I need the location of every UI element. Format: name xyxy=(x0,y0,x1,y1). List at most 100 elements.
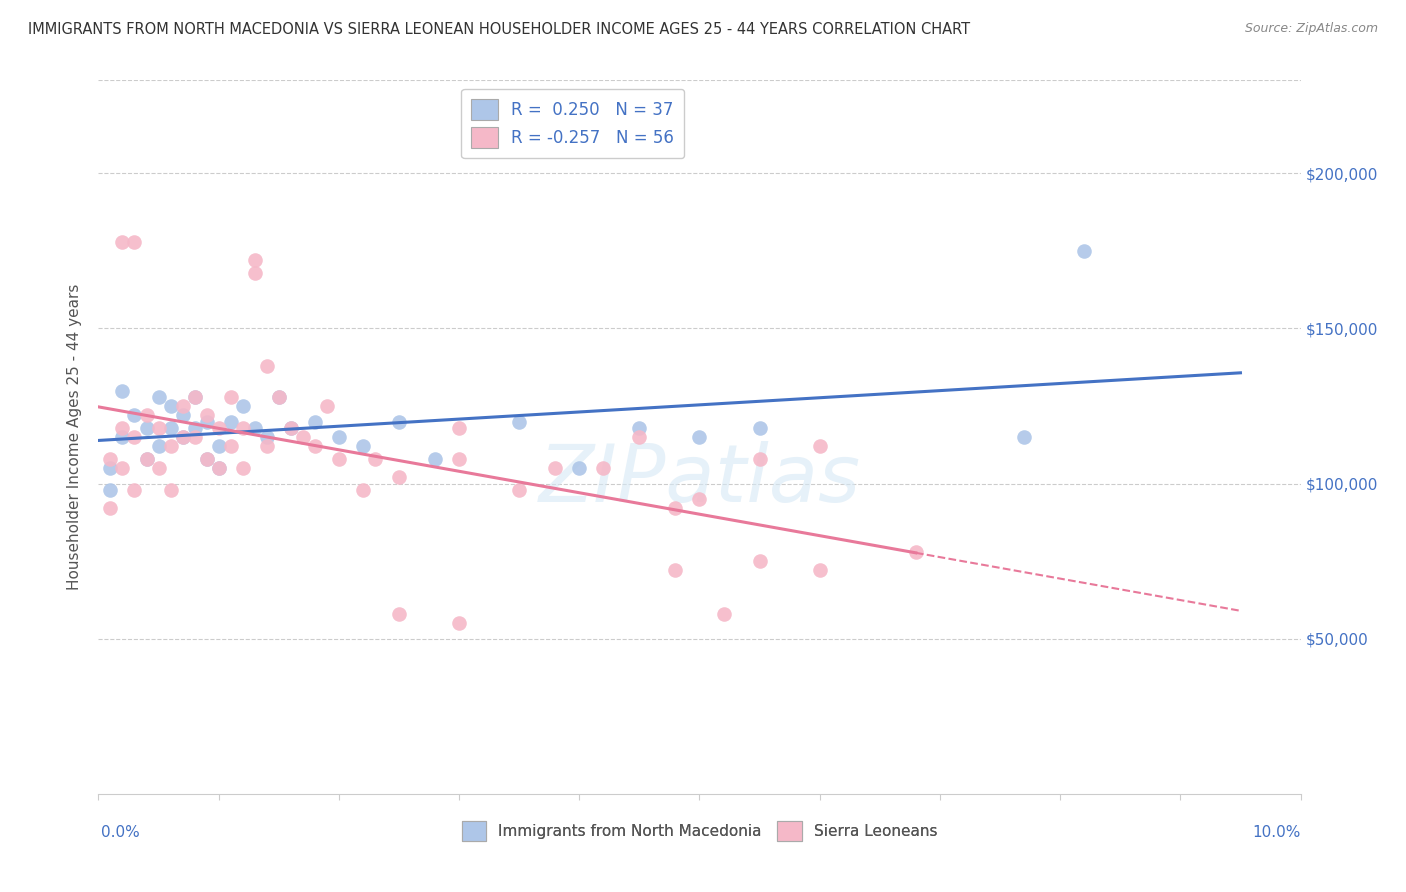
Text: IMMIGRANTS FROM NORTH MACEDONIA VS SIERRA LEONEAN HOUSEHOLDER INCOME AGES 25 - 4: IMMIGRANTS FROM NORTH MACEDONIA VS SIERR… xyxy=(28,22,970,37)
Point xyxy=(172,399,194,413)
Point xyxy=(159,483,181,497)
Point xyxy=(628,421,651,435)
Point xyxy=(304,415,326,429)
Point xyxy=(280,421,302,435)
Point xyxy=(111,235,134,249)
Point xyxy=(100,461,122,475)
Point xyxy=(195,409,218,423)
Point xyxy=(232,399,254,413)
Point xyxy=(304,439,326,453)
Point xyxy=(124,409,146,423)
Point xyxy=(664,501,686,516)
Point xyxy=(508,415,530,429)
Point xyxy=(328,451,350,466)
Point xyxy=(124,235,146,249)
Text: ZIPatlas: ZIPatlas xyxy=(538,441,860,519)
Point xyxy=(135,451,157,466)
Point xyxy=(111,430,134,444)
Point xyxy=(208,461,231,475)
Point xyxy=(748,421,770,435)
Point xyxy=(183,421,205,435)
Point xyxy=(195,451,218,466)
Point xyxy=(172,430,194,444)
Point xyxy=(100,451,122,466)
Point xyxy=(352,439,374,453)
Point xyxy=(291,430,314,444)
Point xyxy=(219,390,242,404)
Point xyxy=(195,451,218,466)
Point xyxy=(124,483,146,497)
Point xyxy=(159,439,181,453)
Point xyxy=(232,421,254,435)
Point xyxy=(748,554,770,568)
Point xyxy=(148,390,170,404)
Point xyxy=(183,390,205,404)
Point xyxy=(364,451,387,466)
Point xyxy=(568,461,591,475)
Point xyxy=(208,439,231,453)
Point xyxy=(100,501,122,516)
Text: 10.0%: 10.0% xyxy=(1253,825,1301,840)
Point xyxy=(111,461,134,475)
Point xyxy=(423,451,446,466)
Point xyxy=(183,390,205,404)
Point xyxy=(159,421,181,435)
Point xyxy=(243,421,266,435)
Point xyxy=(148,439,170,453)
Point xyxy=(664,564,686,578)
Point xyxy=(172,409,194,423)
Point xyxy=(447,451,470,466)
Point xyxy=(159,399,181,413)
Point xyxy=(208,421,231,435)
Point xyxy=(111,384,134,398)
Point xyxy=(904,545,927,559)
Point xyxy=(183,430,205,444)
Point xyxy=(280,421,302,435)
Legend: Immigrants from North Macedonia, Sierra Leoneans: Immigrants from North Macedonia, Sierra … xyxy=(456,815,943,847)
Point xyxy=(748,451,770,466)
Point xyxy=(388,607,411,621)
Point xyxy=(388,415,411,429)
Point xyxy=(352,483,374,497)
Point xyxy=(172,430,194,444)
Point xyxy=(135,421,157,435)
Point xyxy=(124,430,146,444)
Point xyxy=(447,616,470,631)
Point xyxy=(628,430,651,444)
Point xyxy=(544,461,567,475)
Point xyxy=(135,409,157,423)
Point xyxy=(219,439,242,453)
Text: Source: ZipAtlas.com: Source: ZipAtlas.com xyxy=(1244,22,1378,36)
Point xyxy=(1073,244,1095,258)
Point xyxy=(100,483,122,497)
Point xyxy=(713,607,735,621)
Point xyxy=(111,421,134,435)
Point xyxy=(232,461,254,475)
Point xyxy=(808,439,831,453)
Point xyxy=(315,399,337,413)
Text: 0.0%: 0.0% xyxy=(101,825,141,840)
Point xyxy=(256,439,278,453)
Point xyxy=(1012,430,1035,444)
Point xyxy=(256,359,278,373)
Point xyxy=(689,492,711,507)
Point xyxy=(195,415,218,429)
Point xyxy=(256,430,278,444)
Point xyxy=(508,483,530,497)
Point xyxy=(808,564,831,578)
Point xyxy=(148,421,170,435)
Point xyxy=(388,470,411,484)
Point xyxy=(243,266,266,280)
Point xyxy=(689,430,711,444)
Point xyxy=(135,451,157,466)
Point xyxy=(447,421,470,435)
Point xyxy=(267,390,290,404)
Point xyxy=(267,390,290,404)
Y-axis label: Householder Income Ages 25 - 44 years: Householder Income Ages 25 - 44 years xyxy=(67,284,83,591)
Point xyxy=(148,461,170,475)
Point xyxy=(243,253,266,268)
Point xyxy=(328,430,350,444)
Point xyxy=(592,461,614,475)
Point xyxy=(219,415,242,429)
Point xyxy=(208,461,231,475)
